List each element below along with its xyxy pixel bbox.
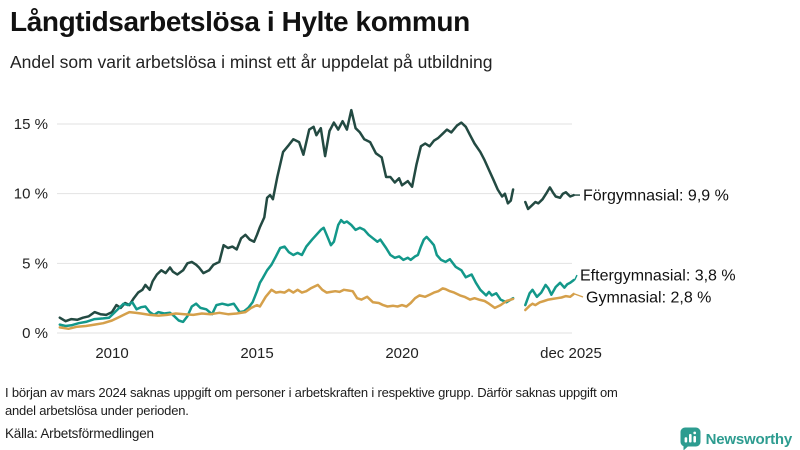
x-axis-tick-label: 2015: [240, 345, 273, 362]
series-end-label-eftergymnasial: Eftergymnasial: 3,8 %: [580, 268, 736, 285]
x-axis-tick-label: dec 2025: [540, 345, 602, 362]
page-subtitle: Andel som varit arbetslösa i minst ett å…: [10, 52, 493, 72]
label-connector: [574, 293, 584, 298]
newsworthy-logo: Newsworthy: [680, 427, 792, 450]
newsworthy-barchart-icon: [680, 427, 701, 450]
y-axis-tick-label: 0 %: [22, 325, 48, 342]
x-axis-tick-label: 2010: [95, 345, 128, 362]
source-note: Källa: Arbetsförmedlingen: [5, 426, 154, 441]
series-end-label-förgymnasial: Förgymnasial: 9,9 %: [583, 188, 729, 205]
label-connector: [574, 274, 578, 281]
x-axis-tick-label: 2020: [385, 345, 418, 362]
series-end-label-gymnasial: Gymnasial: 2,8 %: [586, 289, 711, 306]
series-line-gymnasial: [524, 292, 575, 312]
series-line-eftergymnasial: [524, 278, 575, 307]
series-line-förgymnasial: [58, 108, 515, 323]
series-line-förgymnasial: [524, 186, 575, 211]
brand-name: Newsworthy: [705, 430, 793, 448]
chart-footnote: I början av mars 2024 saknas uppgift om …: [5, 385, 618, 418]
series-line-gymnasial: [58, 283, 515, 331]
series-line-eftergymnasial: [58, 218, 515, 328]
line-chart: 0 % 5 % 10 % 15 % 2010 2015 2020 dec 2025 Förgym…: [14, 108, 736, 362]
page-title: Långtidsarbetslösa i Hylte kommun: [10, 6, 470, 37]
y-axis-tick-label: 10 %: [14, 186, 48, 203]
y-axis-tick-label: 5 %: [22, 255, 48, 272]
y-axis-tick-label: 15 %: [14, 116, 48, 133]
